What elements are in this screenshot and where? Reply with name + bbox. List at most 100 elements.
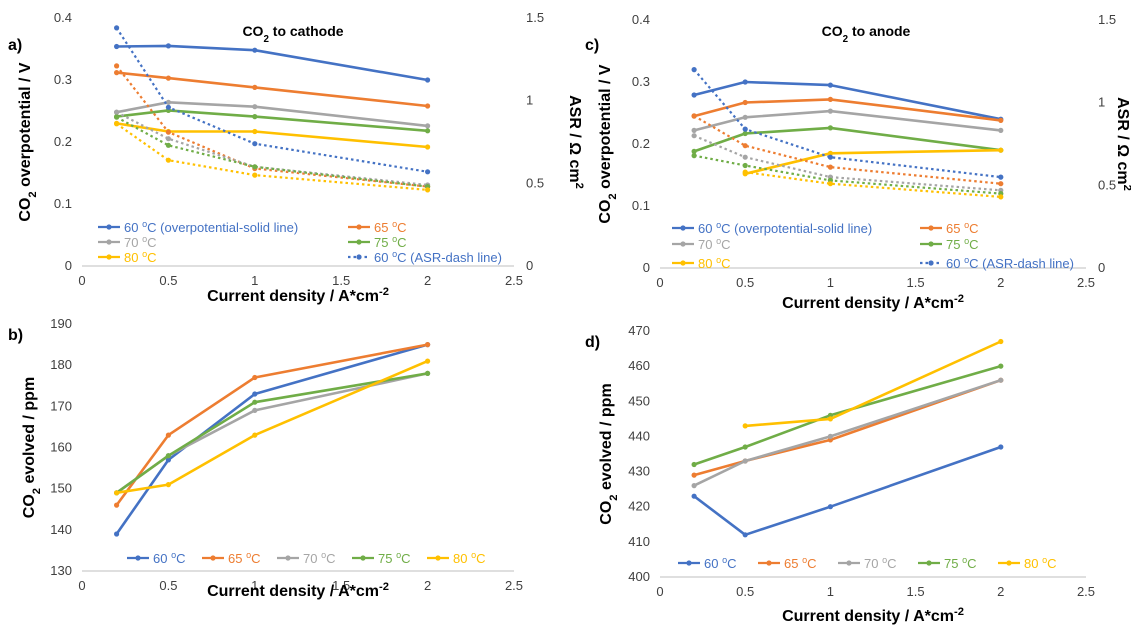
series-line-60: [116, 44, 428, 82]
data-point: [998, 117, 1004, 123]
data-point: [742, 99, 748, 106]
legend-label: 80 oC: [1024, 555, 1057, 571]
data-point: [742, 126, 748, 132]
data-point: [827, 181, 834, 187]
y-tick-label: 0: [65, 258, 72, 273]
data-point: [252, 114, 258, 120]
y-axis-label: CO2​ evolved / ppm: [21, 377, 43, 518]
chart-panel-a: a)0 0.5 1 1.5 2 2.500.10.20.30.400.511.5Curre…: [8, 10, 585, 305]
series-line-65-asr: [693, 114, 1001, 185]
y-tick-label: 0.2: [54, 134, 72, 149]
x-tick-label: 0: [656, 584, 663, 599]
data-point: [165, 453, 171, 459]
data-point: [742, 114, 748, 120]
x-tick-label: 1.5: [332, 578, 350, 593]
data-point: [998, 444, 1004, 450]
data-point: [252, 47, 258, 53]
data-point: [827, 504, 834, 510]
data-point: [252, 141, 258, 147]
legend-marker: [356, 224, 362, 230]
y-tick-label: 140: [50, 522, 72, 537]
x-tick-label: 0.5: [736, 275, 754, 290]
legend-marker: [1006, 560, 1012, 566]
data-point: [742, 130, 748, 137]
legend-label: 80 oC: [453, 550, 486, 566]
legend-label: 60 oC (overpotential-solid line): [698, 220, 872, 236]
y-tick-label: 0.2: [632, 136, 650, 151]
y-tick-label: 460: [628, 358, 650, 373]
data-point: [114, 109, 120, 115]
legend-marker: [435, 555, 441, 561]
data-point: [425, 77, 431, 83]
series-line-70: [115, 372, 428, 494]
series-line-65: [693, 378, 1002, 477]
y2-tick-label: 0.5: [1098, 177, 1116, 192]
series-line-75: [116, 109, 428, 133]
y-tick-label: 180: [50, 357, 72, 372]
data-point: [165, 457, 171, 463]
legend-label: 60 oC (overpotential-solid line): [124, 219, 298, 235]
x-tick-label: 0.5: [159, 578, 177, 593]
y-tick-label: 450: [628, 393, 650, 408]
data-point: [827, 412, 834, 418]
data-point: [691, 113, 697, 119]
data-point: [998, 338, 1004, 345]
data-point: [691, 461, 697, 468]
data-point: [165, 136, 171, 142]
x-tick-label: 2.5: [1077, 584, 1095, 599]
data-point: [998, 363, 1004, 369]
series-line-75: [693, 126, 1001, 153]
panel-label: a): [8, 37, 22, 54]
data-point: [691, 133, 697, 139]
legend-marker: [285, 555, 291, 561]
data-point: [114, 63, 120, 69]
data-point: [827, 150, 834, 156]
series-line-65: [693, 98, 1001, 122]
legend-label: 70 oC: [698, 236, 731, 252]
y-tick-label: 440: [628, 428, 650, 443]
chart-title: CO2​ to anode: [822, 23, 911, 45]
y2-tick-label: 0: [1098, 260, 1105, 275]
data-point: [827, 416, 834, 422]
y2-tick-label: 0: [526, 258, 533, 273]
legend-label: 65 oC: [374, 219, 407, 235]
data-point: [742, 458, 748, 464]
y-tick-label: 0.3: [632, 74, 650, 89]
legend-label: 65 oC: [784, 555, 817, 571]
y-tick-label: 400: [628, 569, 650, 584]
series-line-80-asr: [745, 171, 1001, 198]
y-tick-label: 130: [50, 563, 72, 578]
chart-panel-b: b) 0 0.5 1 1.5 2 2.5 130 140 150 160 170 180 190 Curre…: [8, 316, 523, 600]
chart-title: CO2​ to cathode: [242, 23, 343, 45]
data-point: [691, 127, 697, 133]
chart-panel-c: c)0 0.5 1 1.5 2 2.500.10.20.30.400.511.5Curre…: [585, 12, 1131, 312]
data-point: [425, 169, 431, 175]
legend-marker: [680, 260, 686, 266]
y-axis-label: CO2​ overpotential / V: [17, 62, 39, 221]
series-line-60-asr: [693, 68, 1001, 179]
series-line-70-asr: [116, 111, 428, 187]
x-axis-label: Current density / A*cm-2​: [782, 293, 964, 312]
series-line-65: [115, 343, 428, 506]
x-tick-label: 0.5: [159, 273, 177, 288]
data-point: [742, 169, 748, 175]
legend-marker: [928, 225, 934, 231]
data-point: [691, 153, 697, 159]
data-point: [114, 502, 120, 508]
data-point: [742, 143, 748, 149]
x-tick-label: 2.5: [505, 578, 523, 593]
legend-label: 60 oC: [704, 555, 737, 571]
data-point: [998, 127, 1004, 133]
x-tick-label: 2: [997, 584, 1004, 599]
y-tick-label: 170: [50, 398, 72, 413]
data-point: [114, 70, 120, 76]
data-point: [252, 84, 258, 90]
panel-label: c): [585, 37, 599, 54]
legend-label: 65 oC: [228, 550, 261, 566]
y-tick-label: 160: [50, 440, 72, 455]
data-point: [827, 125, 834, 131]
data-point: [165, 129, 171, 135]
data-point: [252, 128, 258, 135]
y-axis-label: CO2​ overpotential / V: [597, 64, 619, 223]
